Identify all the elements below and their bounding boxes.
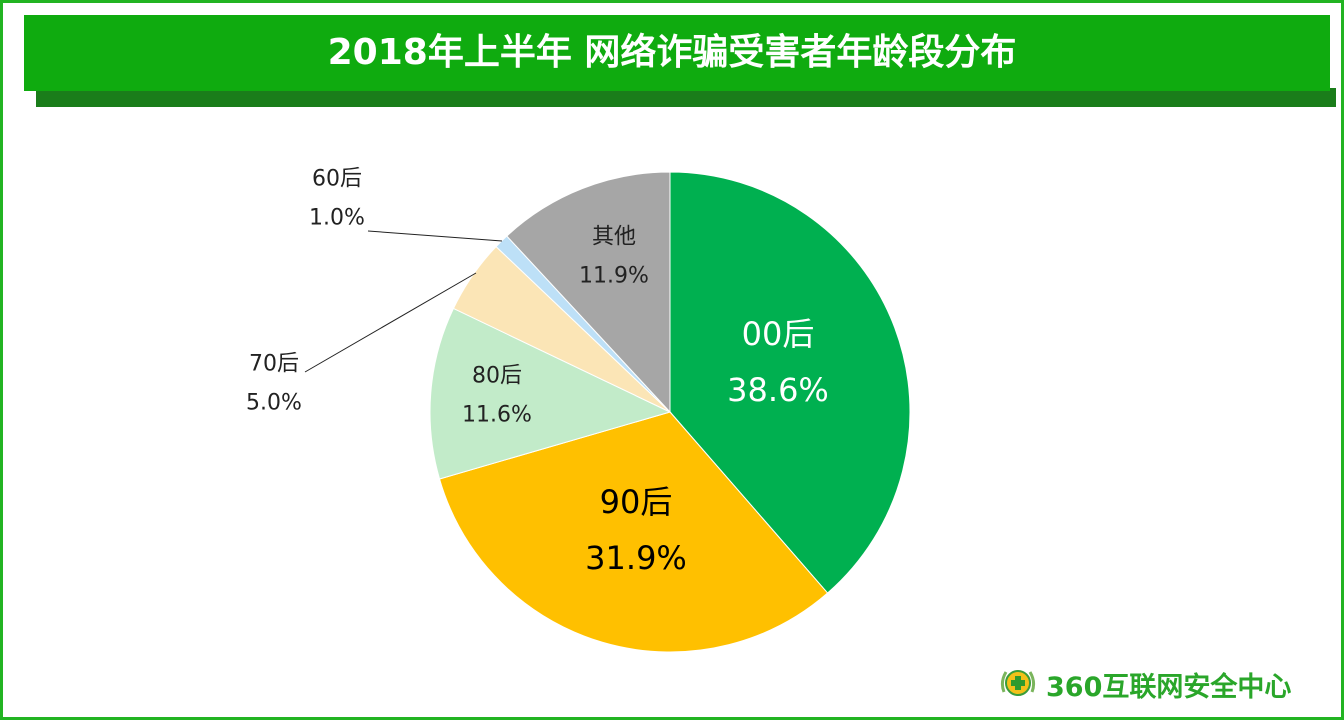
slice-value-label: 11.6% xyxy=(462,402,532,427)
slice-category-label: 80后 xyxy=(471,363,522,389)
pie-slice-2 xyxy=(429,307,672,480)
slice-category-label: 00后 xyxy=(741,315,815,353)
slice-label: 90后 31.9% xyxy=(585,474,687,586)
slice-value-label: 5.0% xyxy=(246,390,302,415)
title-bar xyxy=(24,15,1330,91)
pie-slice-1 xyxy=(438,411,829,653)
logo-text: 360互联网安全中心 xyxy=(1046,671,1292,703)
slice-value-label: 1.0% xyxy=(309,205,365,230)
slice-label: 70后 5.0% xyxy=(246,346,302,423)
slice-label: 00后 38.6% xyxy=(727,306,829,418)
title-bar-shadow xyxy=(36,88,1336,107)
slice-label: 80后 11.6% xyxy=(462,358,532,435)
360-shield-logo-icon xyxy=(1000,670,1036,696)
leader-line-60 xyxy=(367,230,503,242)
pie-slice-5 xyxy=(506,171,671,414)
slice-value-label: 38.6% xyxy=(727,371,829,409)
slice-category-label: 其他 xyxy=(591,224,637,250)
slice-label: 60后 1.0% xyxy=(309,161,365,238)
slice-label: 其他 11.9% xyxy=(579,219,649,296)
slice-value-label: 31.9% xyxy=(585,539,687,577)
slice-value-label: 11.9% xyxy=(579,263,649,288)
slice-category-label: 60后 xyxy=(312,166,362,192)
pie-slice-0 xyxy=(669,171,911,594)
slice-category-label: 70后 xyxy=(249,351,299,377)
leader-line-70 xyxy=(304,272,477,373)
slice-category-label: 90后 xyxy=(599,483,673,521)
chart-title: 2018年上半年 网络诈骗受害者年龄段分布 xyxy=(327,32,1017,73)
logo: 360互联网安全中心 xyxy=(998,664,1291,704)
